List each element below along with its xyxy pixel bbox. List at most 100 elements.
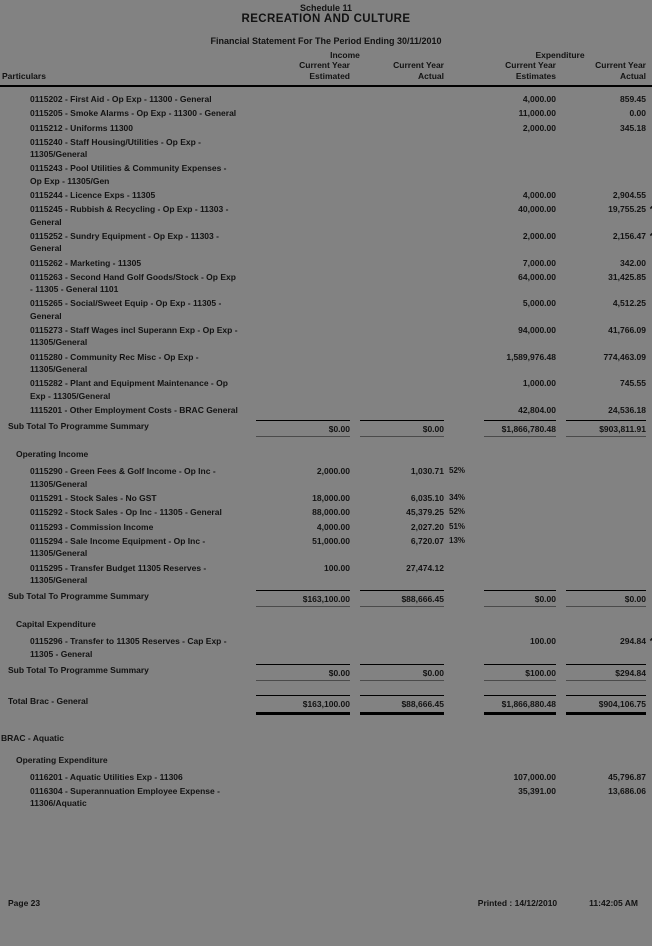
income-percent-value [444, 785, 474, 810]
subtotal-label: Sub Total To Programme Summary [8, 421, 149, 432]
income-estimated-total: $163,100.00 [256, 695, 350, 715]
income-percent-value [444, 404, 474, 416]
expenditure-actual-value [556, 465, 646, 490]
expenditure-estimated-value: 5,000.00 [522, 298, 556, 309]
table-row: 1115201 - Other Employment Costs - BRAC … [0, 404, 652, 416]
income-estimated-value [246, 189, 350, 201]
income-actual-subtotal: $88,666.45 [360, 590, 444, 608]
account-label: 0115212 - Uniforms 11300 [30, 122, 134, 133]
account-label: 0115252 - Sundry Equipment - Op Exp - 11… [30, 230, 219, 254]
expenditure-estimated-value: 107,000.00 [513, 771, 556, 782]
printed-date: Printed : 14/12/2010 [477, 898, 558, 908]
account-label: 0115265 - Social/Sweet Equip - Op Exp - … [30, 298, 222, 321]
particulars-header: Particulars [2, 71, 46, 81]
income-estimated-value [246, 377, 350, 402]
expenditure-actual-value: 13,686.06 [608, 785, 646, 796]
income-actual-value [350, 93, 444, 105]
income-percent-value [444, 324, 474, 349]
income-actual-value: 2,027.20 [410, 521, 444, 532]
income-actual-value [350, 377, 444, 402]
account-label: 0115205 - Smoke Alarms - Op Exp - 11300 … [30, 108, 237, 119]
account-label: 0115240 - Staff Housing/Utilities - Op E… [30, 136, 201, 160]
table-row: 0115294 - Sale Income Equipment - Op Inc… [0, 535, 652, 560]
income-actual-subtotal: $0.00 [360, 663, 444, 682]
income-percent-value: 52% [449, 466, 466, 476]
income-estimated-value [246, 785, 350, 810]
income-estimated-value [246, 93, 350, 105]
income-actual-value [350, 162, 444, 187]
table-row: 0115282 - Plant and Equipment Maintenanc… [0, 377, 652, 402]
expenditure-actual-value: 345.18 [620, 122, 646, 133]
account-label: 0115245 - Rubbish & Recycling - Op Exp -… [30, 204, 229, 227]
table-row: 0115280 - Community Rec Misc - Op Exp - … [0, 351, 652, 376]
account-label: 0115280 - Community Rec Misc - Op Exp - … [30, 351, 199, 374]
account-label: 0115273 - Staff Wages incl Superann Exp … [30, 325, 238, 348]
income-percent-value [444, 107, 474, 119]
account-label: 0115244 - Licence Exps - 11305 [30, 190, 156, 201]
income-actual-value [350, 404, 444, 416]
income-estimated-header: Current Year Estimated [299, 60, 350, 81]
expenditure-estimated-value: 94,000.00 [518, 325, 556, 336]
account-label: 0115293 - Commission Income [30, 521, 154, 532]
income-actual-subtotal: $0.00 [360, 420, 444, 438]
expenditure-actual-value: 0.00 [629, 108, 646, 119]
page-title: RECREATION AND CULTURE [241, 13, 411, 25]
expenditure-actual-value [556, 136, 646, 161]
income-actual-value [350, 257, 444, 269]
income-percent-value [444, 377, 474, 402]
income-percent-value [444, 136, 474, 161]
income-actual-value [350, 785, 444, 810]
income-estimated-value [246, 297, 350, 322]
income-estimated-value [246, 230, 350, 255]
expenditure-estimated-subtotal: $0.00 [484, 590, 556, 608]
expenditure-estimated-value: 4,000.00 [522, 94, 556, 104]
income-estimated-value [246, 162, 350, 187]
section-heading: Operating Income [16, 449, 89, 460]
income-actual-total: $88,666.45 [360, 695, 444, 715]
expenditure-estimated-subtotal: $1,866,780.48 [484, 420, 556, 438]
expenditure-estimated-value: 4,000.00 [522, 190, 556, 201]
expenditure-actual-value [556, 162, 646, 187]
expenditure-actual-value [556, 506, 646, 518]
income-estimated-value: 51,000.00 [312, 535, 350, 546]
expenditure-actual-value: 294.84* [556, 635, 652, 660]
account-rows: 0116201 - Aquatic Utilities Exp - 11306 1… [0, 771, 652, 810]
income-estimated-value [246, 122, 350, 134]
expenditure-actual-total: $904,106.75 [566, 695, 646, 715]
income-percent-value [444, 162, 474, 187]
report-body: 0115202 - First Aid - Op Exp - 11300 - G… [0, 93, 652, 809]
table-row: 0115252 - Sundry Equipment - Op Exp - 11… [0, 230, 652, 255]
income-percent-value [444, 351, 474, 376]
table-row: 0115295 - Transfer Budget 11305 Reserves… [0, 562, 652, 587]
income-estimated-value [246, 635, 350, 660]
expenditure-actual-value [556, 521, 646, 533]
income-estimated-value [246, 257, 350, 269]
account-rows: 0115202 - First Aid - Op Exp - 11300 - G… [0, 93, 652, 416]
expenditure-estimated-value [474, 492, 556, 504]
table-row: 0115205 - Smoke Alarms - Op Exp - 11300 … [0, 107, 652, 119]
account-label: 0115292 - Stock Sales - Op Inc - 11305 -… [30, 507, 222, 518]
income-percent-value [444, 297, 474, 322]
income-actual-value: 6,720.07 [410, 535, 444, 546]
expenditure-estimated-value: 1,589,976.48 [506, 351, 556, 362]
expenditure-estimated-value: 40,000.00 [518, 204, 556, 215]
page-subtitle: Financial Statement For The Period Endin… [210, 36, 442, 46]
expenditure-group-header: Expenditure [535, 50, 585, 60]
account-label: 0115296 - Transfer to 11305 Reserves - C… [30, 636, 227, 659]
income-actual-value: 27,474.12 [406, 562, 444, 573]
expenditure-actual-value: 31,425.85 [608, 271, 646, 282]
table-row: 0115273 - Staff Wages incl Superann Exp … [0, 324, 652, 349]
expenditure-estimated-value: 64,000.00 [518, 271, 556, 282]
account-rows: 0115296 - Transfer to 11305 Reserves - C… [0, 635, 652, 660]
expenditure-estimated-value [474, 136, 556, 161]
income-estimated-subtotal: $0.00 [256, 663, 350, 682]
income-estimated-value [246, 324, 350, 349]
over-budget-marker: * [650, 635, 652, 647]
expenditure-actual-subtotal: $903,811.91 [566, 420, 646, 438]
income-percent-value: 52% [449, 507, 466, 517]
account-label: 0116304 - Superannuation Employee Expens… [30, 785, 220, 809]
income-estimated-value: 100.00 [324, 562, 350, 573]
expenditure-estimated-value: 11,000.00 [518, 108, 556, 119]
expenditure-actual-value: 4,512.25 [612, 298, 646, 309]
income-estimated-value: 88,000.00 [312, 507, 350, 518]
